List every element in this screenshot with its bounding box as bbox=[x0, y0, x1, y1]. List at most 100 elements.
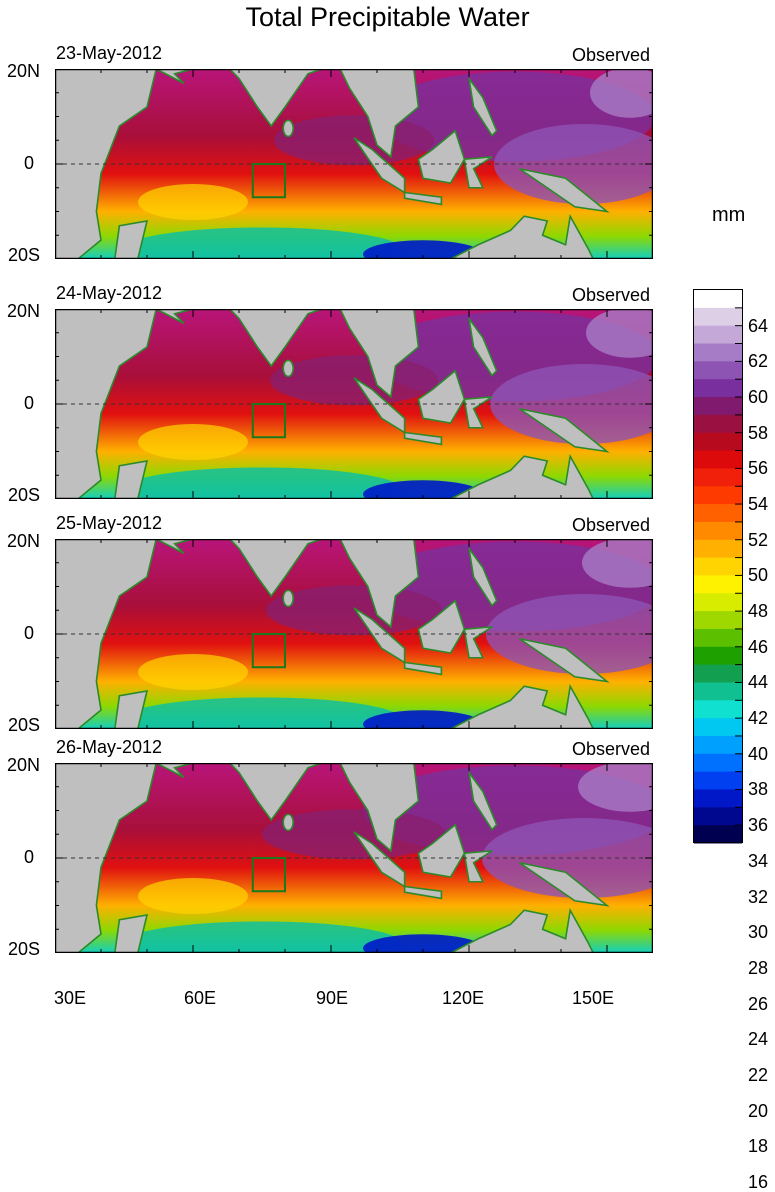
moisture-region bbox=[494, 124, 653, 204]
africa-landmass bbox=[55, 763, 158, 953]
australia-landmass bbox=[441, 683, 595, 729]
tpw-map bbox=[55, 539, 653, 729]
moisture-region bbox=[262, 809, 446, 860]
africa-landmass bbox=[55, 69, 158, 259]
sulawesi-landmass bbox=[463, 156, 493, 189]
sulawesi-landmass bbox=[463, 396, 493, 429]
moisture-region bbox=[138, 654, 248, 690]
panel-date: 26-May-2012 bbox=[56, 737, 163, 757]
arabia-landmass bbox=[155, 539, 194, 554]
sri-lanka-landmass bbox=[282, 359, 295, 378]
colorbar-segment bbox=[694, 700, 742, 719]
colorbar-segment bbox=[694, 414, 742, 434]
panel-source-label: Observed bbox=[571, 45, 650, 65]
colorbar-segment bbox=[694, 504, 742, 523]
australia-landmass bbox=[441, 453, 595, 499]
colorbar-segment bbox=[694, 735, 742, 755]
dry-region bbox=[122, 227, 402, 259]
moisture-region bbox=[590, 69, 653, 118]
longitude-axis: 30E 60E 90E 120E 150E bbox=[0, 988, 775, 1014]
colorbar-segment bbox=[694, 290, 742, 309]
madagascar-landmass bbox=[113, 690, 149, 729]
arabia-landmass bbox=[155, 69, 194, 84]
lat-label-20n: 20N bbox=[6, 301, 40, 321]
lon-label: 120E bbox=[441, 988, 485, 1008]
java-landmass bbox=[403, 191, 443, 206]
lon-label: 150E bbox=[571, 988, 615, 1008]
lat-label-20n: 20N bbox=[6, 61, 40, 81]
lat-label-20s: 20S bbox=[7, 939, 40, 959]
lon-label: 60E bbox=[183, 988, 217, 1008]
colorbar-segment bbox=[694, 486, 742, 505]
colorbar-segment bbox=[694, 397, 742, 416]
colorbar-segment bbox=[694, 307, 742, 327]
sumatra-landmass bbox=[353, 831, 406, 888]
java-landmass bbox=[403, 661, 443, 676]
colorbar-label: 60 bbox=[748, 387, 769, 408]
dry-region bbox=[122, 697, 402, 729]
colorbar-segment bbox=[694, 432, 742, 452]
panel-date: 23-May-2012 bbox=[56, 43, 163, 63]
philippines-landmass bbox=[468, 318, 498, 377]
colorbar-segment bbox=[694, 361, 742, 380]
colorbar-segment bbox=[694, 450, 742, 469]
map-panel-1: 23-May-2012 Observed 20N 0 20S bbox=[0, 43, 775, 265]
colorbar-label: 16 bbox=[748, 1171, 769, 1192]
main-title: Total Precipitable Water bbox=[245, 2, 530, 32]
colorbar-label: 18 bbox=[748, 1136, 769, 1157]
moisture-region bbox=[578, 763, 653, 812]
africa-landmass bbox=[55, 539, 158, 729]
lon-label: 30E bbox=[53, 988, 87, 1008]
colorbar-segment bbox=[694, 646, 742, 666]
colorbar-label: 46 bbox=[748, 636, 769, 657]
moisture-region bbox=[138, 424, 248, 460]
tpw-map bbox=[55, 763, 653, 953]
se-asia-landmass bbox=[339, 69, 420, 159]
colorbar-label: 34 bbox=[748, 850, 769, 871]
colorbar-segment bbox=[694, 379, 742, 398]
colorbar-label: 52 bbox=[748, 529, 769, 550]
colorbar-segment bbox=[694, 753, 742, 773]
sulawesi-landmass bbox=[463, 626, 493, 659]
colorbar-label: 28 bbox=[748, 957, 769, 978]
colorbar-segment bbox=[694, 628, 742, 648]
colorbar-segment bbox=[694, 807, 742, 826]
colorbar-segment bbox=[694, 343, 742, 362]
colorbar-label: 24 bbox=[748, 1029, 769, 1050]
lat-label-eq: 0 bbox=[23, 153, 34, 173]
moisture-region bbox=[582, 539, 653, 588]
colorbar-label: 22 bbox=[748, 1064, 769, 1085]
colorbar-label: 38 bbox=[748, 779, 769, 800]
colorbar-label: 42 bbox=[748, 708, 769, 729]
analysis-box bbox=[251, 633, 287, 669]
analysis-box bbox=[251, 857, 287, 893]
australia-landmass bbox=[441, 213, 595, 259]
panel-source-label: Observed bbox=[571, 515, 650, 535]
lat-label-20n: 20N bbox=[6, 755, 40, 775]
new-guinea-landmass bbox=[519, 637, 610, 683]
dry-region bbox=[363, 480, 483, 499]
colorbar-segment bbox=[694, 771, 742, 790]
map-panel-4: 26-May-2012 Observed 20N 0 20S bbox=[0, 737, 775, 959]
colorbar-segment bbox=[694, 593, 742, 612]
colorbar-segment bbox=[694, 575, 742, 594]
colorbar-segment bbox=[694, 611, 742, 630]
tpw-map bbox=[55, 309, 653, 499]
se-asia-landmass bbox=[339, 763, 420, 853]
dry-region bbox=[122, 921, 402, 953]
new-guinea-landmass bbox=[519, 167, 610, 213]
moisture-region bbox=[138, 184, 248, 220]
colorbar-label: 56 bbox=[748, 458, 769, 479]
sri-lanka-landmass bbox=[282, 813, 295, 832]
map-panel-3: 25-May-2012 Observed 20N 0 20S bbox=[0, 513, 775, 735]
colorbar-label: 36 bbox=[748, 815, 769, 836]
philippines-landmass bbox=[468, 548, 498, 607]
colorbar-segment bbox=[694, 468, 742, 487]
map-panel-2: 24-May-2012 Observed 20N 0 20S bbox=[0, 283, 775, 505]
moisture-region bbox=[490, 364, 653, 444]
panel-date: 24-May-2012 bbox=[56, 283, 163, 303]
moisture-region bbox=[274, 115, 434, 166]
new-guinea-landmass bbox=[519, 407, 610, 453]
colorbar-label: 58 bbox=[748, 422, 769, 443]
lat-label-20n: 20N bbox=[6, 531, 40, 551]
